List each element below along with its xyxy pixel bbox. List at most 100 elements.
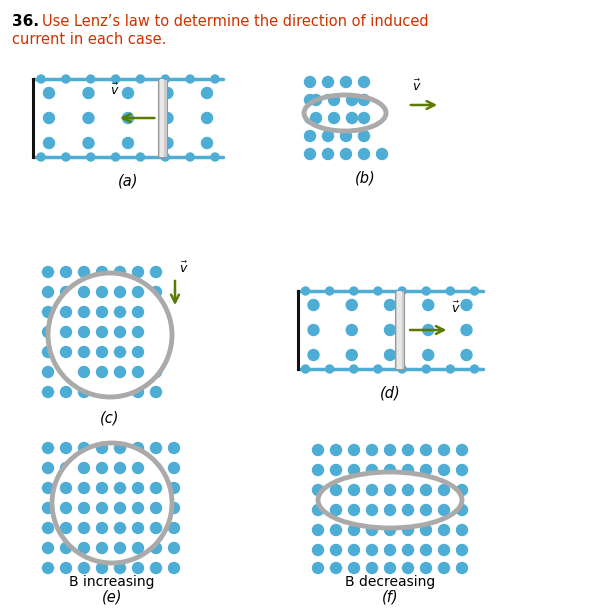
Circle shape [97,543,107,554]
Circle shape [384,300,396,311]
Circle shape [87,75,95,83]
Circle shape [340,77,352,88]
Circle shape [151,462,161,473]
Circle shape [132,522,144,533]
Circle shape [384,484,396,495]
Circle shape [202,113,212,123]
Circle shape [123,137,133,148]
Circle shape [78,306,90,318]
Circle shape [78,563,90,574]
Circle shape [151,367,161,378]
Circle shape [132,327,144,338]
Circle shape [132,327,144,338]
Circle shape [114,522,126,533]
Circle shape [438,525,449,536]
Circle shape [403,544,413,555]
Circle shape [346,94,358,105]
Circle shape [132,286,144,297]
Text: (a): (a) [118,173,138,188]
Circle shape [78,503,90,514]
Circle shape [420,444,432,455]
Circle shape [60,503,72,514]
Circle shape [457,484,467,495]
Circle shape [313,484,324,495]
Circle shape [162,88,173,99]
Circle shape [374,287,382,295]
Text: 36.: 36. [12,14,39,29]
Circle shape [97,462,107,473]
Circle shape [384,444,396,455]
Circle shape [60,346,72,357]
Circle shape [162,137,173,148]
Circle shape [151,563,161,574]
Circle shape [114,306,126,318]
Circle shape [43,387,53,397]
Circle shape [161,75,169,83]
Circle shape [384,504,396,516]
Circle shape [447,287,454,295]
Circle shape [349,563,359,574]
Circle shape [384,544,396,555]
Circle shape [60,563,72,574]
Circle shape [43,137,55,148]
Circle shape [359,113,369,123]
Circle shape [461,324,472,335]
Circle shape [323,113,333,123]
Circle shape [311,94,321,105]
Circle shape [60,327,72,338]
Circle shape [457,465,467,476]
Text: (d): (d) [380,385,400,400]
Circle shape [43,443,53,454]
Circle shape [384,349,396,360]
Text: (b): (b) [355,170,375,185]
Circle shape [114,443,126,454]
Circle shape [97,443,107,454]
Circle shape [330,484,342,495]
Circle shape [366,504,378,516]
Circle shape [211,75,219,83]
Circle shape [349,504,359,516]
Circle shape [43,286,53,297]
Circle shape [60,482,72,493]
Circle shape [323,148,333,159]
Circle shape [420,544,432,555]
Circle shape [114,306,126,318]
Circle shape [111,153,120,161]
Circle shape [420,525,432,536]
Circle shape [60,522,72,533]
Circle shape [97,563,107,574]
Circle shape [377,148,387,159]
Circle shape [470,287,479,295]
Circle shape [403,484,413,495]
Circle shape [60,346,72,357]
Circle shape [151,346,161,357]
Circle shape [78,503,90,514]
Circle shape [330,504,342,516]
Circle shape [398,365,406,373]
Circle shape [311,113,321,123]
Circle shape [346,300,357,311]
Circle shape [403,525,413,536]
Circle shape [359,77,369,88]
Circle shape [60,387,72,397]
Circle shape [97,327,107,338]
Circle shape [132,462,144,473]
Circle shape [43,462,53,473]
Circle shape [97,522,107,533]
Circle shape [313,544,324,555]
Circle shape [420,484,432,495]
Circle shape [43,543,53,554]
Circle shape [438,563,449,574]
Circle shape [202,137,212,148]
Circle shape [457,544,467,555]
Circle shape [97,443,107,454]
Circle shape [114,563,126,574]
Circle shape [78,482,90,493]
Circle shape [301,287,310,295]
Circle shape [461,300,472,311]
Circle shape [438,544,449,555]
Text: B increasing: B increasing [69,575,155,589]
Circle shape [304,148,315,159]
Circle shape [132,543,144,554]
Circle shape [346,113,358,123]
